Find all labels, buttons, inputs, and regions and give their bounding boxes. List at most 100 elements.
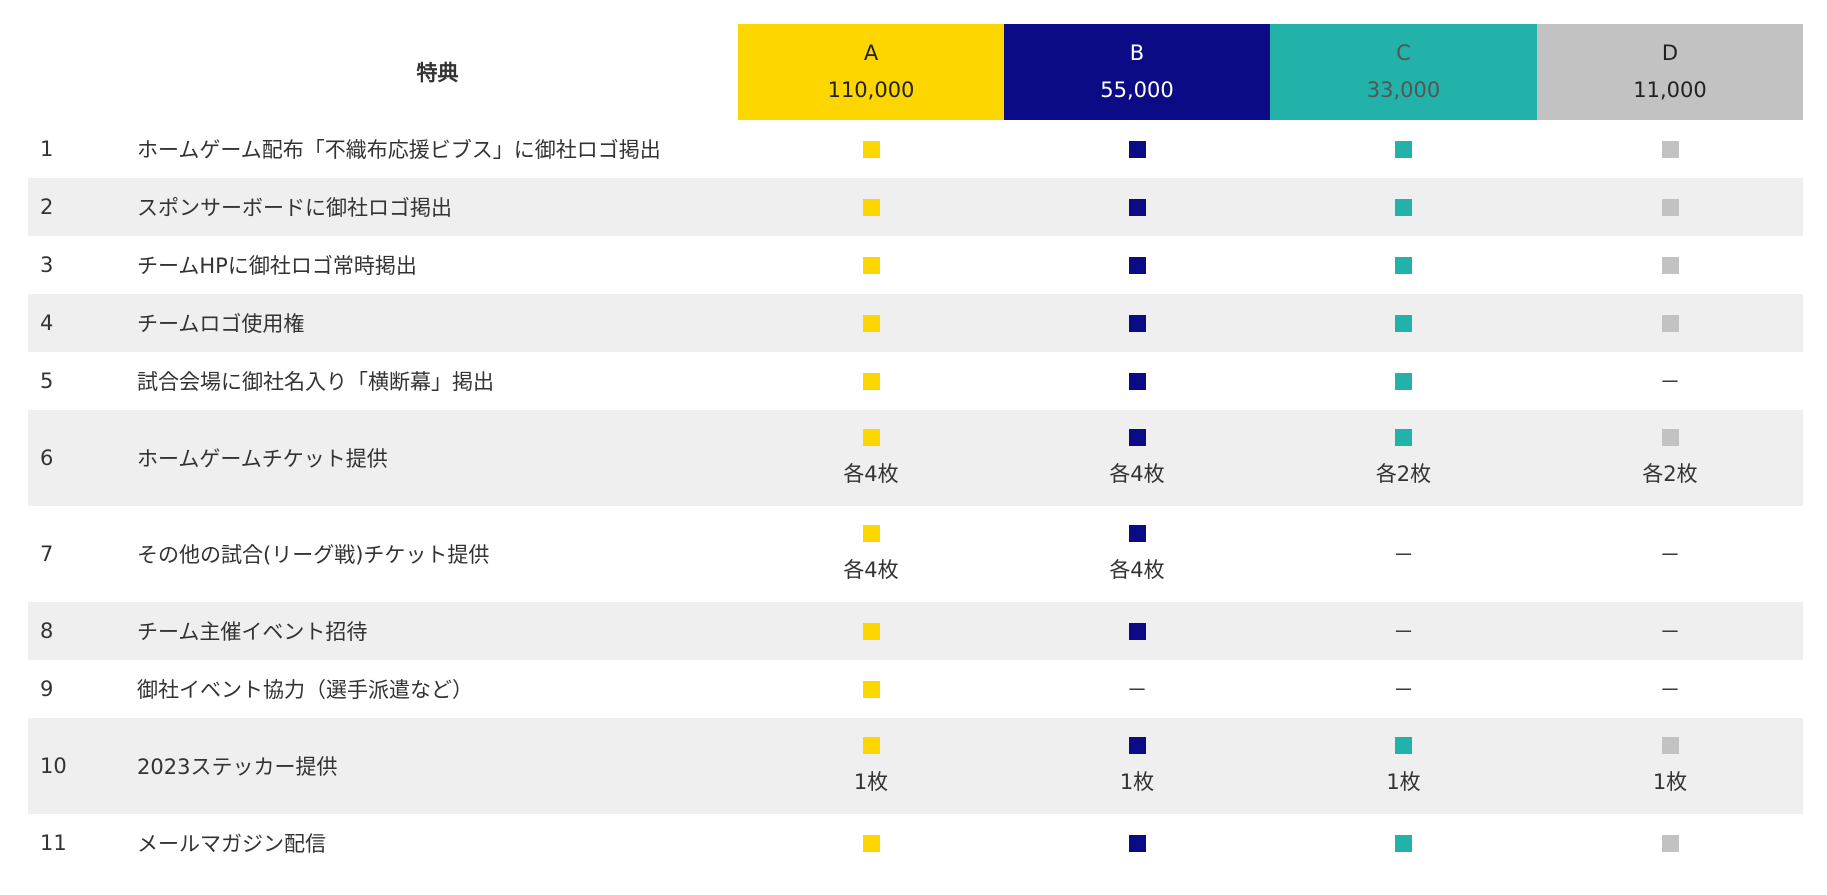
plan-cell: － — [1004, 674, 1270, 704]
included-mark — [1395, 372, 1412, 390]
plan-name: C — [1396, 41, 1411, 65]
plan-cell — [1004, 834, 1270, 852]
plan-cell — [1004, 256, 1270, 274]
row-label: チームHPに御社ロゴ常時掲出 — [137, 254, 417, 278]
row-label: チームロゴ使用権 — [137, 312, 305, 336]
not-included: － — [1659, 370, 1681, 394]
plan-cell — [1537, 198, 1803, 216]
included-mark — [1661, 140, 1679, 158]
plan-cell: 各2枚 — [1537, 428, 1803, 488]
included-mark — [1128, 198, 1146, 216]
included-mark — [862, 622, 880, 640]
included-mark — [1395, 736, 1412, 754]
plan-cell: 1枚 — [1004, 736, 1270, 796]
included-mark — [1395, 198, 1412, 216]
cell-note: 1枚 — [1119, 769, 1155, 794]
cell-note: 各2枚 — [1375, 461, 1432, 486]
included-mark — [1395, 140, 1412, 158]
plan-cell — [1270, 834, 1537, 852]
plan-price: 110,000 — [827, 78, 915, 102]
cell-note: 各2枚 — [1642, 461, 1698, 486]
included-mark — [1661, 428, 1679, 446]
plan-cell — [1270, 314, 1537, 332]
plan-cell: － — [1270, 674, 1537, 704]
included-mark — [1128, 622, 1146, 640]
row-label: スポンサーボードに御社ロゴ掲出 — [137, 196, 452, 220]
row-number: 8 — [40, 619, 54, 643]
row-label: 御社イベント協力（選手派遣など） — [137, 678, 473, 702]
plan-name: D — [1661, 41, 1679, 65]
plan-cell — [1537, 314, 1803, 332]
included-mark — [862, 314, 880, 332]
plan-cell — [1270, 256, 1537, 274]
included-mark — [1661, 834, 1679, 852]
plan-table: 特典 A 110,000 B 55,000 C 33,000 D 11,000 1 ホームゲーム… — [28, 24, 1803, 872]
plan-price: 33,000 — [1366, 78, 1441, 102]
plan-cell — [1004, 198, 1270, 216]
table-row: 8 チーム主催イベント招待 － － — [28, 602, 1803, 660]
included-mark — [862, 524, 880, 542]
row-number: 10 — [40, 754, 67, 778]
plan-cell: － — [1537, 539, 1803, 569]
row-label: その他の試合(リーグ戦)チケット提供 — [137, 543, 490, 567]
table-row: 9 御社イベント協力（選手派遣など） － － － — [28, 660, 1803, 718]
included-mark — [862, 834, 880, 852]
plan-cell: 各4枚 — [738, 524, 1004, 584]
table-row: 1 ホームゲーム配布「不織布応援ビブス」に御社ロゴ掲出 — [28, 120, 1803, 178]
included-mark — [1395, 256, 1412, 274]
included-mark — [1395, 314, 1412, 332]
table-row: 10 2023ステッカー提供 1枚 1枚 1枚 1枚 — [28, 718, 1803, 814]
plan-header: A 110,000 — [738, 24, 1004, 120]
plan-cell — [738, 256, 1004, 274]
plan-cell: － — [1537, 674, 1803, 704]
plan-cell — [1004, 622, 1270, 640]
included-mark — [1395, 834, 1412, 852]
not-included: － — [1393, 620, 1414, 644]
cell-note: 1枚 — [853, 769, 889, 794]
table-row: 7 その他の試合(リーグ戦)チケット提供 各4枚 各4枚 － － — [28, 506, 1803, 602]
row-label: 試合会場に御社名入り「横断幕」掲出 — [137, 370, 494, 394]
included-mark — [862, 680, 880, 698]
plan-cell: － — [1537, 366, 1803, 396]
plan-name: A — [863, 41, 879, 65]
included-mark — [862, 372, 880, 390]
plan-cell: 各4枚 — [1004, 524, 1270, 584]
plan-cell — [1004, 372, 1270, 390]
plan-cell: 各2枚 — [1270, 428, 1537, 488]
plan-cell — [1537, 256, 1803, 274]
included-mark — [1395, 428, 1412, 446]
included-mark — [1128, 428, 1146, 446]
plan-cell — [738, 198, 1004, 216]
included-mark — [1661, 314, 1679, 332]
not-included: － — [1659, 543, 1681, 567]
plan-cell — [738, 140, 1004, 158]
row-number: 5 — [40, 369, 54, 393]
plan-price: 55,000 — [1100, 78, 1174, 102]
header-row: 特典 A 110,000 B 55,000 C 33,000 D 11,000 — [28, 24, 1803, 120]
row-number: 6 — [40, 446, 54, 470]
row-label: ホームゲーム配布「不織布応援ビブス」に御社ロゴ掲出 — [137, 138, 661, 162]
plan-cell — [738, 372, 1004, 390]
included-mark — [862, 736, 880, 754]
included-mark — [1661, 198, 1679, 216]
table-row: 5 試合会場に御社名入り「横断幕」掲出 － — [28, 352, 1803, 410]
row-number: 3 — [40, 253, 54, 277]
included-mark — [1128, 256, 1146, 274]
plan-cell — [738, 622, 1004, 640]
included-mark — [1128, 140, 1146, 158]
plan-cell: 各4枚 — [738, 428, 1004, 488]
not-included: － — [1659, 678, 1681, 702]
included-mark — [862, 140, 880, 158]
plan-cell — [1004, 140, 1270, 158]
header-title: 特典 — [416, 61, 459, 85]
plan-cell — [1270, 140, 1537, 158]
plan-cell: 1枚 — [1537, 736, 1803, 796]
row-label: 2023ステッカー提供 — [137, 755, 338, 779]
plan-cell: 1枚 — [738, 736, 1004, 796]
plan-cell — [1537, 834, 1803, 852]
cell-note: 各4枚 — [1109, 461, 1165, 486]
plan-cell: 1枚 — [1270, 736, 1537, 796]
plan-name: B — [1129, 41, 1145, 65]
table-row: 11 メールマガジン配信 — [28, 814, 1803, 872]
